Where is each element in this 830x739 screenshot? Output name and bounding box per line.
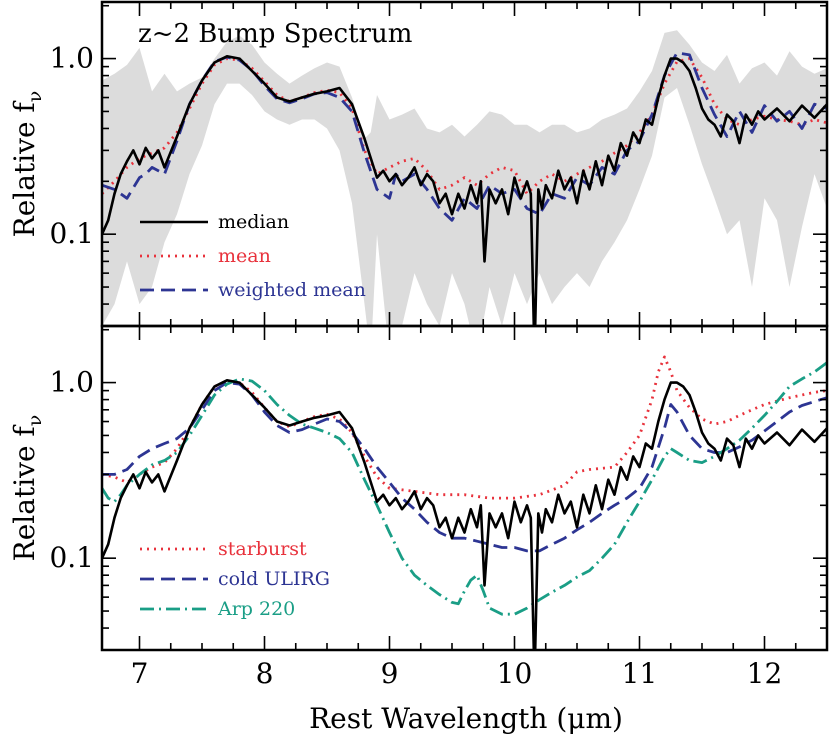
legend: median mean weighted mean: [140, 211, 366, 301]
panel-frame: [100, 324, 829, 652]
panel-title: z~2 Bump Spectrum: [138, 19, 412, 49]
x-tick-label: 9: [381, 657, 399, 690]
y-axis-title: Relative fν: [8, 415, 46, 562]
y-axis-title-subscript: ν: [24, 415, 46, 427]
x-axis-title: Rest Wavelength (μm): [309, 702, 623, 735]
legend-label: mean: [218, 245, 271, 267]
y-tick-label: 1.0: [49, 366, 94, 399]
legend-label: cold ULIRG: [218, 568, 330, 590]
series-line-cold-ulirg: [102, 381, 827, 553]
legend-label: Arp 220: [217, 598, 295, 620]
series-line-median: [102, 55, 827, 326]
y-tick-label: 0.1: [49, 217, 94, 250]
legend-label: weighted mean: [218, 279, 366, 301]
x-tick-label: 8: [256, 657, 274, 690]
y-tick-label: 1.0: [49, 42, 94, 75]
y-axis-title: Relative fν: [8, 91, 46, 238]
legend-label: starburst: [218, 538, 307, 560]
y-tick-label: 0.1: [49, 541, 94, 574]
y-axis-title-main: Relative f: [8, 424, 41, 562]
x-tick-label: 12: [747, 657, 783, 690]
y-axis-title-main: Relative f: [8, 100, 41, 238]
series-line-weighted-mean: [102, 51, 827, 222]
x-tick-label: 7: [131, 657, 149, 690]
legend: starburst cold ULIRG Arp 220: [140, 538, 330, 620]
series-line-mean: [102, 57, 827, 196]
plot-area: [102, 355, 827, 650]
series-line-arp-220: [102, 361, 827, 616]
scatter-band: [102, 30, 827, 326]
y-axis-title-subscript: ν: [24, 91, 46, 103]
series-line-median: [102, 379, 827, 650]
x-tick-label: 11: [622, 657, 658, 690]
x-tick-label: 10: [497, 657, 533, 690]
plot-area: [102, 30, 827, 326]
legend-label: median: [218, 211, 289, 233]
series-line-starburst: [102, 355, 827, 500]
